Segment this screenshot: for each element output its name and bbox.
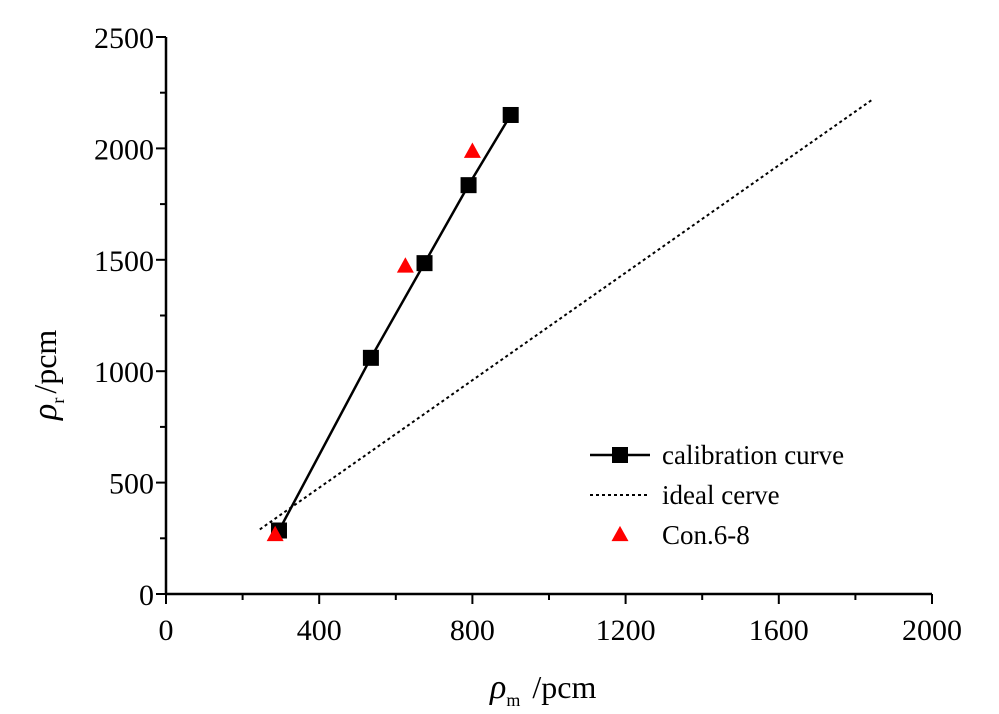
data-point-square	[502, 106, 519, 123]
plot-area	[259, 98, 874, 542]
legend-swatch-square	[612, 447, 628, 463]
data-point-triangle	[463, 142, 481, 158]
x-tick-label: 1200	[596, 614, 656, 647]
x-axis-symbol: ρ	[489, 669, 506, 706]
y-axis-subscript: r	[48, 398, 68, 404]
x-tick-label: 0	[159, 614, 174, 647]
y-tick-label: 2500	[94, 22, 154, 55]
x-tick-label: 2000	[902, 614, 962, 647]
x-tick-label: 400	[297, 614, 342, 647]
x-tick-label: 800	[450, 614, 495, 647]
data-point-triangle	[266, 525, 284, 542]
legend-label: calibration curve	[662, 440, 844, 470]
y-axis-title: ρr/pcm	[27, 330, 68, 421]
x-axis-title: ρm/pcm	[489, 669, 596, 710]
series-line-1	[259, 98, 874, 531]
axes: 0 400 800 1200 1600 2000 0 500 1000 1500 2000 2500	[94, 22, 962, 647]
axis-titles: ρm/pcm ρr/pcm	[27, 330, 596, 710]
y-tick-label: 1000	[94, 356, 154, 389]
legend-label: ideal cerve	[662, 480, 780, 510]
data-point-square	[460, 177, 477, 194]
x-axis-unit: /pcm	[532, 669, 596, 705]
x-tick-label: 1600	[749, 614, 809, 647]
y-tick-label: 2000	[94, 133, 154, 166]
y-tick-label: 0	[139, 579, 154, 612]
data-point-triangle	[396, 257, 414, 273]
y-tick-label: 1500	[94, 245, 154, 278]
y-axis-symbol: ρ	[27, 404, 64, 421]
data-point-square	[416, 255, 433, 272]
y-tick-label: 500	[109, 468, 154, 501]
legend: calibration curve ideal cerve Con.6-8	[590, 440, 844, 550]
legend-label: Con.6-8	[662, 520, 750, 550]
legend-swatch-triangle	[611, 525, 629, 542]
x-axis-subscript: m	[506, 690, 520, 710]
data-point-square	[362, 349, 379, 366]
y-axis-unit: /pcm	[27, 330, 63, 394]
